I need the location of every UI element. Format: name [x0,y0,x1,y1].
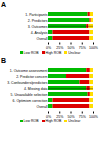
svg-text:4. Analysis: 4. Analysis [31,31,48,35]
svg-text:100%: 100% [89,45,98,49]
svg-text:2. Predictors: 2. Predictors [28,19,48,23]
svg-text:4. Missing data: 4. Missing data [24,86,48,90]
html-text:A: A [1,1,7,8]
svg-text:25%: 25% [56,45,63,49]
html-text:Low ROB: Low ROB [23,50,39,55]
svg-text:Overall: Overall [36,37,47,41]
html-text:Low ROB: Low ROB [23,119,39,123]
svg-text:0%: 0% [46,45,51,49]
svg-text:50%: 50% [67,45,74,49]
svg-text:6. Optimism correction: 6. Optimism correction [12,98,47,102]
svg-text:50%: 50% [67,114,74,118]
html-text:Unclear: Unclear [68,119,81,123]
svg-text:3. Confounders/predictors: 3. Confounders/predictors [7,80,48,84]
svg-text:1. Outcome assessment: 1. Outcome assessment [10,68,48,72]
svg-text:0%: 0% [46,114,51,118]
svg-text:25%: 25% [56,114,63,118]
svg-text:5. Unavailable selection: 5. Unavailable selection [11,92,48,96]
html-text:Unclear: Unclear [68,50,81,55]
svg-text:Overall: Overall [36,104,47,108]
svg-text:1. Participants: 1. Participants [25,13,47,17]
svg-text:75%: 75% [79,45,86,49]
html-text:High ROB: High ROB [45,119,62,123]
svg-text:75%: 75% [79,114,86,118]
html-text:B: B [1,56,7,64]
html-text:High ROB: High ROB [45,50,62,55]
svg-text:100%: 100% [89,114,98,118]
svg-text:2. Predictor concern: 2. Predictor concern [16,74,47,78]
svg-text:3. Outcomes: 3. Outcomes [28,25,48,29]
